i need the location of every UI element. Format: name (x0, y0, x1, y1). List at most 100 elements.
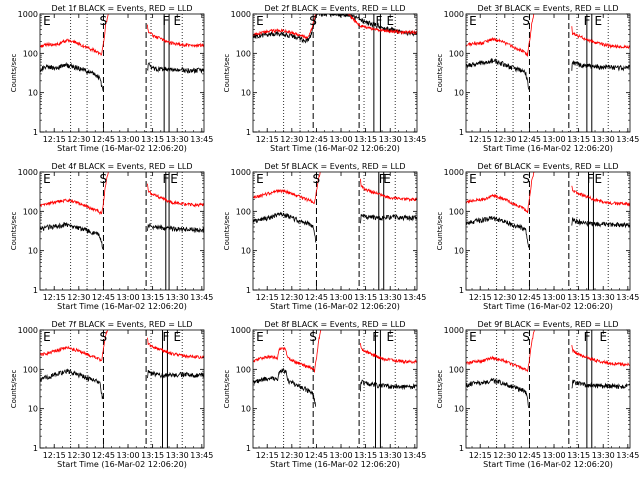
x-tick-label: 13:00 (542, 451, 565, 460)
panel-title: Det 7f BLACK = Events, RED = LLD (51, 320, 192, 329)
plot-area (40, 14, 204, 132)
x-tick-label: 12:15 (43, 135, 66, 144)
x-tick-label: 13:45 (190, 135, 213, 144)
x-tick-label: 13:15 (141, 293, 164, 302)
x-tick-label: 13:00 (329, 293, 352, 302)
series-line-lld (466, 330, 630, 373)
plot-frame (39, 329, 205, 449)
x-tick-label: 12:15 (256, 451, 279, 460)
panel-title: Det 1f BLACK = Events, RED = LLD (51, 4, 192, 13)
x-tick-label: 12:45 (518, 135, 541, 144)
event-marker-label: S (522, 172, 530, 186)
x-tick-label: 13:30 (592, 293, 615, 302)
x-axis-label: Start Time (16-Mar-02 12:06:20) (483, 302, 613, 311)
x-tick-label: 12:15 (43, 451, 66, 460)
x-tick-label: 12:45 (92, 293, 115, 302)
series-line-lld (40, 14, 204, 56)
x-tick-label: 13:45 (616, 451, 639, 460)
event-marker-label: S (309, 330, 317, 344)
event-marker-label: F (375, 14, 382, 28)
plot-area (466, 330, 630, 448)
x-tick-label: 12:15 (469, 135, 492, 144)
y-tick-label: 1 (459, 128, 464, 137)
x-tick-label: 12:15 (469, 451, 492, 460)
detector-panel: 1 10 100 1000 12:15 12:30 12:45 13:00 13:15 13:30… (10, 320, 213, 469)
event-marker-label: E (595, 172, 603, 186)
y-tick-label: 10 (454, 405, 464, 414)
plot-area (253, 172, 417, 290)
y-tick-label: 100 (449, 365, 464, 374)
x-tick-label: 12:45 (305, 135, 328, 144)
x-axis-label: Start Time (16-Mar-02 12:06:20) (483, 144, 613, 153)
event-marker-label: E (170, 172, 178, 186)
y-tick-label: 1000 (231, 168, 251, 177)
detector-panel: 1 10 100 1000 12:15 12:30 12:45 13:00 13:15 13:30… (223, 162, 426, 311)
series-line-lld (40, 330, 204, 362)
panel-title: Det 3f BLACK = Events, RED = LLD (477, 4, 618, 13)
x-tick-label: 13:15 (567, 451, 590, 460)
detector-panel: 1 10 100 1000 12:15 12:30 12:45 13:00 13:15 13:30… (223, 320, 426, 469)
series-line-events (466, 377, 630, 408)
series-line-lld (253, 172, 417, 205)
series-line-events (40, 61, 204, 91)
detector-panel: 1 10 100 1000 12:15 12:30 12:45 13:00 13:15 13:30… (436, 4, 639, 153)
plot-frame (465, 171, 631, 291)
x-tick-label: 13:00 (116, 293, 139, 302)
series-line-lld (253, 14, 417, 40)
detector-panel: 1 10 100 1000 12:15 12:30 12:45 13:00 13:15 13:30… (10, 4, 213, 153)
x-tick-label: 13:15 (354, 451, 377, 460)
detector-panel: 1 10 100 1000 12:15 12:30 12:45 13:00 13:15 13:30… (223, 4, 426, 153)
y-tick-label: 100 (449, 49, 464, 58)
event-marker-label: E (469, 14, 477, 28)
x-tick-label: 13:00 (116, 135, 139, 144)
plot-frame (465, 329, 631, 449)
series-line-lld (466, 172, 630, 214)
y-tick-label: 10 (28, 405, 38, 414)
y-axis-label: Counts/sec (10, 212, 18, 251)
y-tick-label: 10 (241, 89, 251, 98)
x-tick-label: 13:15 (354, 293, 377, 302)
x-tick-label: 13:45 (190, 451, 213, 460)
x-axis-label: Start Time (16-Mar-02 12:06:20) (270, 144, 400, 153)
x-tick-label: 13:30 (592, 135, 615, 144)
x-tick-label: 12:30 (493, 135, 516, 144)
x-tick-label: 13:30 (379, 451, 402, 460)
event-marker-label: F (587, 172, 594, 186)
panel-title: Det 8f BLACK = Events, RED = LLD (264, 320, 405, 329)
y-tick-label: 1000 (18, 168, 38, 177)
y-tick-label: 100 (23, 49, 38, 58)
event-marker-label: E (256, 172, 264, 186)
series-line-events (40, 368, 204, 400)
event-marker-label: S (522, 330, 530, 344)
x-tick-label: 12:30 (280, 135, 303, 144)
x-tick-label: 13:15 (567, 293, 590, 302)
x-tick-label: 12:30 (67, 451, 90, 460)
event-marker-label: E (469, 330, 477, 344)
panel-title: Det 2f BLACK = Events, RED = LLD (264, 4, 405, 13)
plot-frame (465, 13, 631, 133)
series-line-events (466, 216, 630, 248)
y-axis-label: Counts/sec (10, 370, 18, 409)
y-axis-label: Counts/sec (436, 54, 444, 93)
panel-title: Det 4f BLACK = Events, RED = LLD (51, 162, 192, 171)
series-line-events (40, 221, 204, 250)
plot-area (466, 14, 630, 132)
y-axis-label: Counts/sec (436, 370, 444, 409)
x-tick-label: 13:00 (542, 293, 565, 302)
panel-title: Det 9f BLACK = Events, RED = LLD (477, 320, 618, 329)
x-axis-label: Start Time (16-Mar-02 12:06:20) (57, 460, 187, 469)
event-marker-label: S (312, 172, 320, 186)
x-tick-label: 13:30 (592, 451, 615, 460)
series-line-events (466, 58, 630, 90)
event-marker-label: F (162, 14, 169, 28)
x-tick-label: 12:30 (280, 451, 303, 460)
y-axis-label: Counts/sec (223, 54, 231, 93)
y-tick-label: 1000 (444, 168, 464, 177)
x-axis-label: Start Time (16-Mar-02 12:06:20) (270, 302, 400, 311)
y-tick-label: 10 (28, 89, 38, 98)
plot-area (40, 172, 204, 290)
y-tick-label: 1 (459, 444, 464, 453)
plot-area (466, 172, 630, 290)
x-tick-label: 13:15 (141, 135, 164, 144)
x-tick-label: 13:30 (379, 135, 402, 144)
